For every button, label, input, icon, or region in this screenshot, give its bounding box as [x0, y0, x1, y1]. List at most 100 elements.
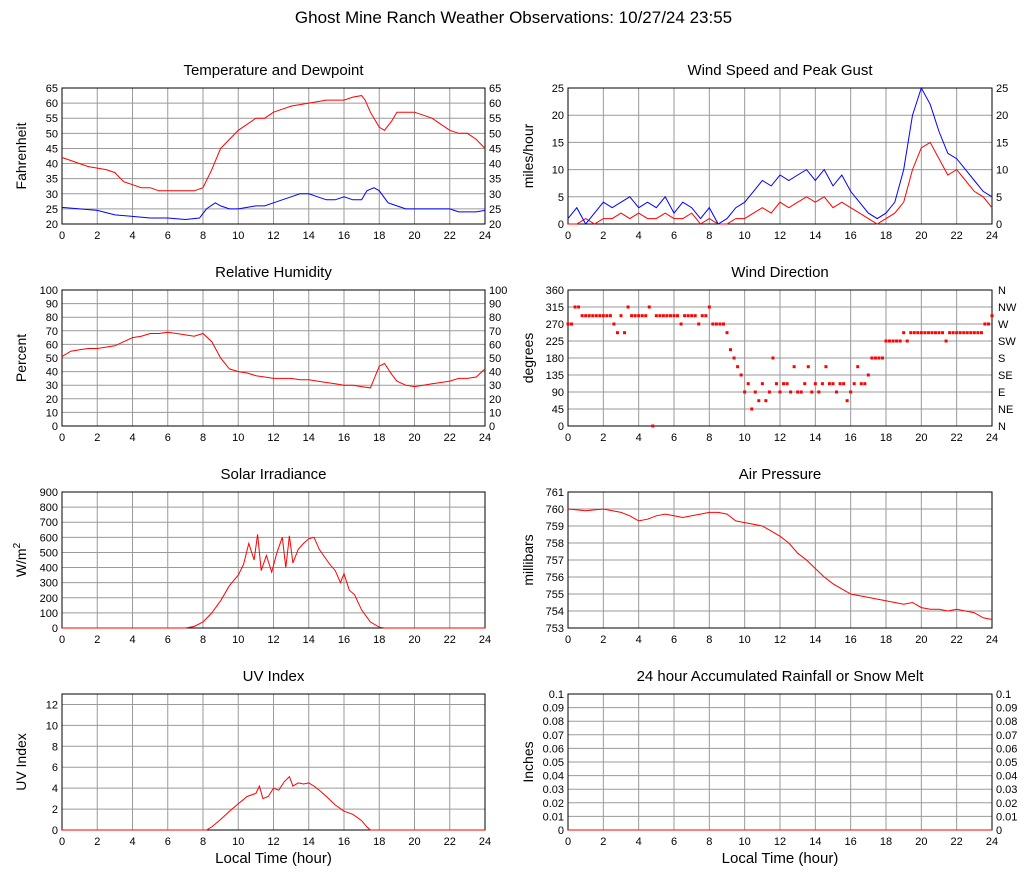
data-point: [962, 331, 966, 335]
y-tick-label-right: 0.07: [996, 730, 1017, 742]
x-tick-label: 10: [739, 836, 751, 848]
y-tick-label-right: 60: [489, 339, 501, 351]
data-point: [785, 382, 789, 386]
data-point: [930, 331, 934, 335]
x-tick-label: 18: [373, 230, 385, 242]
y-tick-label: 315: [546, 302, 564, 314]
data-point: [704, 314, 708, 318]
data-point: [672, 314, 676, 318]
y-tick-label-right: 25: [996, 83, 1008, 95]
y-tick-label: 400: [40, 563, 58, 575]
data-point: [909, 331, 913, 335]
data-point: [965, 331, 969, 335]
series-line-1: [567, 86, 993, 225]
data-point: [679, 322, 683, 326]
data-point: [665, 314, 669, 318]
data-point: [711, 322, 715, 326]
x-axis-label: Local Time (hour): [215, 850, 332, 867]
grid: [61, 87, 486, 225]
x-tick-label: 8: [200, 634, 206, 646]
y-tick-label: 20: [46, 394, 58, 406]
y-axis-label: Percent: [13, 334, 29, 382]
x-tick-label: 20: [408, 230, 420, 242]
data-point: [972, 331, 976, 335]
y-tick-label-right: 0.02: [996, 798, 1017, 810]
x-tick-label: 4: [636, 432, 642, 444]
data-point: [570, 322, 574, 326]
x-tick-label: 22: [951, 230, 963, 242]
y-tick-label: 0.03: [543, 784, 564, 796]
x-tick-label: 4: [636, 634, 642, 646]
chart-rainfall: 24 hour Accumulated Rainfall or Snow Mel…: [513, 664, 1027, 878]
y-tick-label: 5: [558, 192, 564, 204]
data-point: [838, 382, 842, 386]
y-tick-label: 0.04: [543, 771, 564, 783]
series-line-1: [61, 187, 486, 221]
x-tick-label: 18: [880, 836, 892, 848]
x-tick-label: 8: [200, 432, 206, 444]
data-point: [827, 382, 831, 386]
x-tick-label: 18: [373, 432, 385, 444]
x-tick-label: 16: [338, 634, 350, 646]
data-point: [778, 390, 782, 394]
data-point: [796, 390, 800, 394]
y-tick-label: 80: [46, 312, 58, 324]
y-tick-label: 30: [46, 380, 58, 392]
y-tick-label: 55: [46, 113, 58, 125]
data-point: [566, 322, 570, 326]
y-tick-label-right: 10: [996, 165, 1008, 177]
x-tick-label: 10: [232, 432, 244, 444]
data-point: [983, 322, 987, 326]
y-tick-label: 0: [558, 219, 564, 231]
x-tick-label: 8: [200, 836, 206, 848]
data-point: [782, 382, 786, 386]
data-point: [792, 365, 796, 369]
x-tick-label: 18: [373, 836, 385, 848]
x-tick-label: 0: [565, 432, 571, 444]
y-tick-label: 0: [52, 623, 58, 635]
x-tick-label: 14: [303, 634, 315, 646]
y-tick-label: 10: [552, 165, 564, 177]
data-point: [898, 339, 902, 343]
data-point: [644, 314, 648, 318]
y-axis-label: Inches: [520, 741, 536, 782]
data-point: [601, 314, 605, 318]
data-point: [933, 331, 937, 335]
plot-frame: [567, 87, 993, 225]
data-point: [760, 382, 764, 386]
data-point: [958, 331, 962, 335]
y-tick-label-right: 0.06: [996, 743, 1017, 755]
y-tick-label: 50: [46, 128, 58, 140]
x-tick-label: 10: [232, 634, 244, 646]
x-tick-label: 24: [986, 230, 998, 242]
y-axis-label: UV Index: [13, 733, 29, 791]
data-point: [661, 314, 665, 318]
compass-label: N: [998, 285, 1006, 297]
x-tick-label: 16: [845, 432, 857, 444]
data-point: [686, 314, 690, 318]
y-tick-label-right: 80: [489, 312, 501, 324]
x-tick-label: 0: [565, 836, 571, 848]
grid: [567, 693, 993, 831]
y-tick-label-right: 35: [489, 174, 501, 186]
y-tick-label: 2: [52, 804, 58, 816]
compass-label: W: [998, 319, 1009, 331]
y-tick-label: 12: [46, 699, 58, 711]
y-tick-label-right: 70: [489, 326, 501, 338]
data-point: [767, 390, 771, 394]
x-tick-label: 8: [706, 230, 712, 242]
data-point: [594, 314, 598, 318]
y-tick-label: 800: [40, 502, 58, 514]
compass-label: E: [998, 387, 1005, 399]
x-tick-label: 6: [165, 836, 171, 848]
grid: [61, 289, 486, 427]
data-point: [944, 339, 948, 343]
x-tick-label: 6: [671, 634, 677, 646]
data-point: [630, 314, 634, 318]
data-point: [718, 322, 722, 326]
x-tick-label: 2: [600, 432, 606, 444]
x-tick-label: 18: [880, 634, 892, 646]
x-tick-label: 0: [59, 634, 65, 646]
x-tick-label: 14: [303, 836, 315, 848]
data-point: [880, 356, 884, 360]
